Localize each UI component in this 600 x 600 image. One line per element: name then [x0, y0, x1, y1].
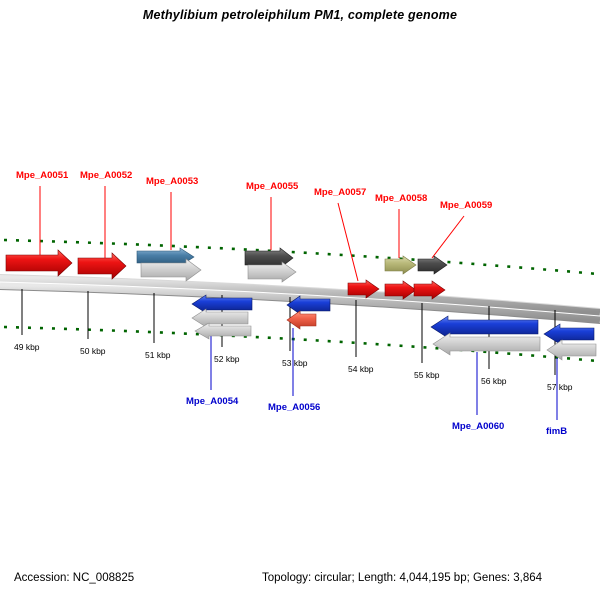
gene-label-mpe-a0054[interactable]: Mpe_A0054: [186, 396, 239, 407]
feature-mpe-a0054-blue[interactable]: [191, 294, 253, 314]
gene-label-mpe-a0053[interactable]: Mpe_A0053: [146, 176, 199, 187]
scale-label-52kbp: 52 kbp: [214, 354, 240, 364]
feature-mpe-a0052[interactable]: [77, 252, 127, 280]
scale-label-54kbp: 54 kbp: [348, 364, 374, 374]
scale-label-56kbp: 56 kbp: [481, 376, 507, 386]
gene-label-mpe-a0051[interactable]: Mpe_A0051: [16, 170, 69, 181]
feature-mpe-a0057[interactable]: [347, 279, 380, 299]
feature-mpe-a0059-red[interactable]: [413, 280, 446, 300]
feature-fimb-blue[interactable]: [543, 323, 595, 345]
feature-mpe-a0060-grey[interactable]: [432, 332, 541, 356]
feature-mpe-a0055-grey[interactable]: [247, 261, 297, 283]
scale-label-51kbp: 51 kbp: [145, 350, 171, 360]
accession-text: Accession: NC_008825: [14, 572, 135, 584]
scale-label-53kbp: 53 kbp: [282, 358, 308, 368]
gene-label-mpe-a0052[interactable]: Mpe_A0052: [80, 170, 133, 181]
gene-label-mpe-a0057[interactable]: Mpe_A0057: [314, 187, 367, 198]
scale-label-55kbp: 55 kbp: [414, 370, 440, 380]
feature-mpe-a0056-salmon[interactable]: [286, 310, 317, 330]
scale-label-49kbp: 49 kbp: [14, 342, 40, 352]
feature-mpe-a0059-dark[interactable]: [417, 255, 448, 275]
feature-mpe-a0058-olive[interactable]: [384, 255, 417, 275]
gene-label-mpe-a0058[interactable]: Mpe_A0058: [375, 193, 428, 204]
page-title: Methylibium petroleiphilum PM1, complete…: [142, 8, 458, 22]
gene-label-mpe-a0060[interactable]: Mpe_A0060: [452, 421, 505, 432]
scale-label-57kbp: 57 kbp: [547, 382, 573, 392]
feature-mpe-a0054-grey1[interactable]: [191, 308, 249, 328]
feature-mpe-a0058-red[interactable]: [384, 280, 417, 300]
genome-stats-text: Topology: circular; Length: 4,044,195 bp…: [262, 572, 543, 584]
gene-label-mpe-a0059[interactable]: Mpe_A0059: [440, 200, 493, 211]
feature-mpe-a0051[interactable]: [5, 249, 73, 277]
leader-lines-top: [39, 186, 465, 282]
feature-mpe-a0056-blue[interactable]: [286, 295, 331, 315]
leader-lines-bottom: [210, 328, 558, 420]
feature-mpe-a0054-grey2[interactable]: [194, 322, 252, 340]
feature-mpe-a0060-blue[interactable]: [430, 315, 539, 339]
feature-mpe-a0053-grey[interactable]: [140, 258, 202, 282]
gene-label-mpe-a0056[interactable]: Mpe_A0056: [268, 402, 321, 413]
gene-label-mpe-a0055[interactable]: Mpe_A0055: [246, 181, 299, 192]
scale-label-50kbp: 50 kbp: [80, 346, 106, 356]
feature-fimb-grey[interactable]: [546, 339, 597, 361]
gene-label-fimb[interactable]: fimB: [546, 426, 568, 437]
